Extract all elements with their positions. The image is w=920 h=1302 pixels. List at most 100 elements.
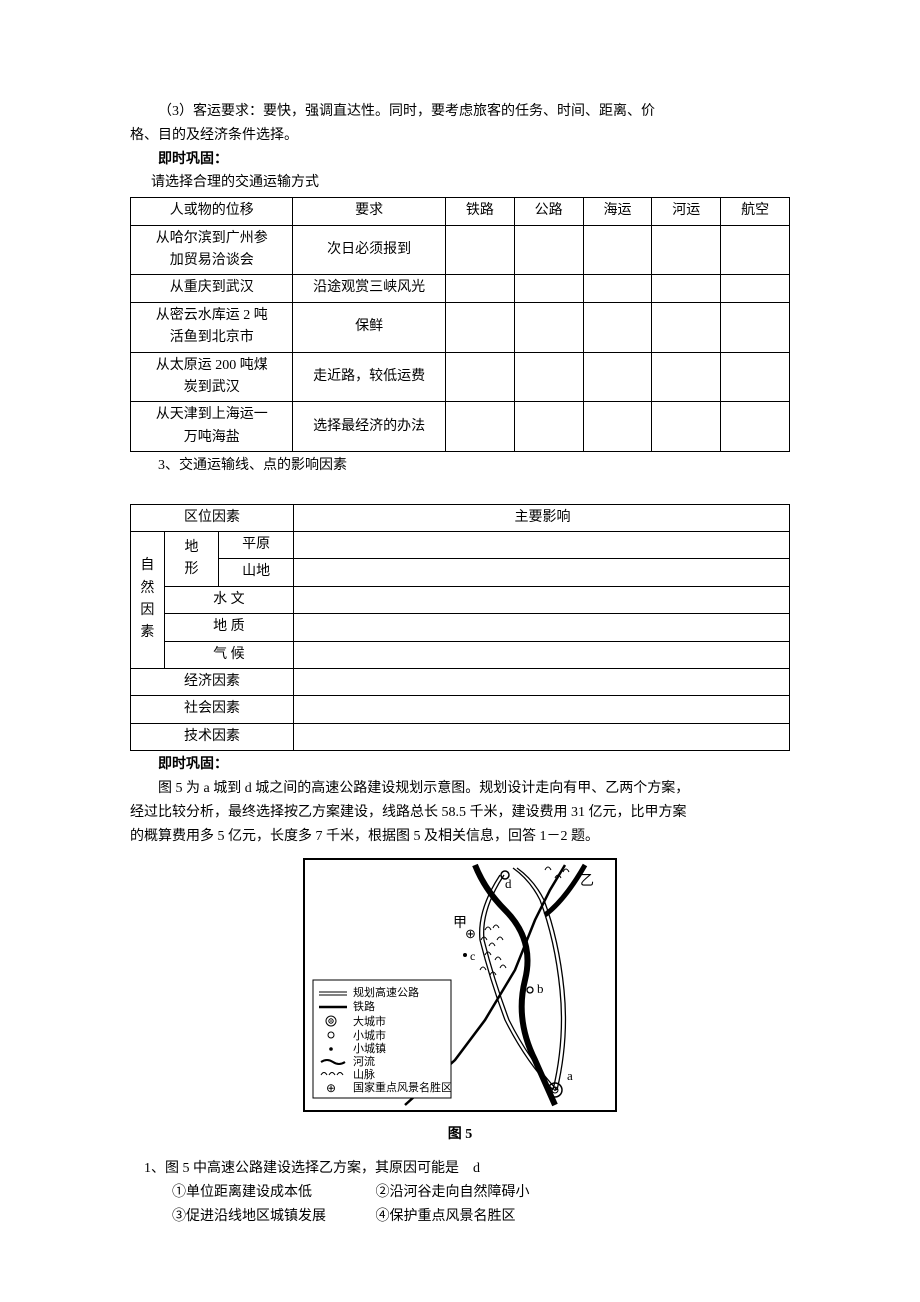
- town-c: [463, 953, 467, 957]
- cell: 经济因素: [131, 669, 294, 696]
- svg-text:小城镇: 小城镇: [353, 1041, 386, 1055]
- cell: 地 质: [164, 614, 293, 641]
- cell[interactable]: [294, 532, 790, 559]
- col-header: 铁路: [445, 198, 514, 225]
- cell[interactable]: [294, 669, 790, 696]
- table-row: 社会因素: [131, 696, 790, 723]
- col-header: 海运: [583, 198, 652, 225]
- cell[interactable]: [721, 352, 790, 402]
- cell: 次日必须报到: [293, 225, 446, 275]
- cell[interactable]: [294, 723, 790, 750]
- cell: 走近路，较低运费: [293, 352, 446, 402]
- cell[interactable]: [583, 275, 652, 302]
- cell: 技术因素: [131, 723, 294, 750]
- cell: 从重庆到武汉: [131, 275, 293, 302]
- svg-text:山脉: 山脉: [353, 1067, 375, 1081]
- cell[interactable]: [514, 402, 583, 452]
- table-row: 从太原运 200 吨煤炭到武汉 走近路，较低运费: [131, 352, 790, 402]
- scenario-line3: 的概算费用多 5 亿元，长度多 7 千米，根据图 5 及相关信息，回答 1－2 …: [130, 825, 790, 849]
- cell: 从太原运 200 吨煤炭到武汉: [131, 352, 293, 402]
- col-header: 人或物的位移: [131, 198, 293, 225]
- col-header: 主要影响: [294, 504, 790, 531]
- svg-text:小城市: 小城市: [353, 1028, 386, 1042]
- q1-opt4: ④保护重点风景名胜区: [376, 1205, 516, 1229]
- col-header: 公路: [514, 198, 583, 225]
- cell[interactable]: [294, 559, 790, 586]
- cell[interactable]: [445, 402, 514, 452]
- cell[interactable]: [583, 352, 652, 402]
- q1-opt2: ②沿河谷走向自然障碍小: [376, 1181, 530, 1205]
- cell[interactable]: [445, 352, 514, 402]
- cell[interactable]: [583, 402, 652, 452]
- cell: 保鲜: [293, 302, 446, 352]
- svg-text:⊕: ⊕: [326, 1081, 336, 1095]
- label-d: d: [505, 876, 512, 891]
- q1-options-row2: ③促进沿线地区城镇发展 ④保护重点风景名胜区: [130, 1205, 790, 1229]
- q1-options-row1: ①单位距离建设成本低 ②沿河谷走向自然障碍小: [130, 1181, 790, 1205]
- figure-caption: 图 5: [130, 1123, 790, 1147]
- cell[interactable]: [652, 352, 721, 402]
- cell: 从哈尔滨到广州参加贸易洽谈会: [131, 225, 293, 275]
- cell[interactable]: [445, 275, 514, 302]
- cell[interactable]: [445, 225, 514, 275]
- cell[interactable]: [652, 225, 721, 275]
- cell[interactable]: [721, 302, 790, 352]
- q1-stem-line: 1、图 5 中高速公路建设选择乙方案，其原因可能是 d: [130, 1157, 790, 1181]
- svg-text:规划高速公路: 规划高速公路: [353, 985, 419, 999]
- svg-text:铁路: 铁路: [353, 1000, 375, 1013]
- figure-5: ⊕ 甲 乙 a b c d 规划高速公路 铁路 大城市 小城市 小城镇 河流 山…: [130, 858, 790, 1147]
- cell[interactable]: [721, 402, 790, 452]
- cell[interactable]: [514, 302, 583, 352]
- cell[interactable]: [583, 302, 652, 352]
- planned-highway-jia: [480, 875, 557, 1090]
- cell[interactable]: [514, 352, 583, 402]
- consolidate-heading-1: 即时巩固：: [130, 148, 790, 172]
- svg-text:河流: 河流: [353, 1054, 375, 1068]
- cell[interactable]: [583, 225, 652, 275]
- svg-text:大城市: 大城市: [353, 1014, 386, 1028]
- table-row: 人或物的位移 要求 铁路 公路 海运 河运 航空: [131, 198, 790, 225]
- table-row: 地 质: [131, 614, 790, 641]
- q1-stem: 1、图 5 中高速公路建设选择乙方案，其原因可能是: [144, 1161, 459, 1176]
- col-header: 区位因素: [131, 504, 294, 531]
- cell[interactable]: [721, 225, 790, 275]
- table-row: 经济因素: [131, 669, 790, 696]
- table-row: 从哈尔滨到广州参加贸易洽谈会 次日必须报到: [131, 225, 790, 275]
- cell[interactable]: [721, 275, 790, 302]
- col-header: 要求: [293, 198, 446, 225]
- scenario-line2: 经过比较分析，最终选择按乙方案建设，线路总长 58.5 千米，建设费用 31 亿…: [130, 801, 790, 825]
- intro-line2: 格、目的及经济条件选择。: [130, 124, 790, 148]
- col-header: 航空: [721, 198, 790, 225]
- cell: 选择最经济的办法: [293, 402, 446, 452]
- cell: 沿途观赏三峡风光: [293, 275, 446, 302]
- cell[interactable]: [652, 302, 721, 352]
- table-row: 技术因素: [131, 723, 790, 750]
- table-row: 区位因素 主要影响: [131, 504, 790, 531]
- table-row: 从天津到上海运一万吨海盐 选择最经济的办法: [131, 402, 790, 452]
- table-row: 山地: [131, 559, 790, 586]
- svg-text:国家重点风景名胜区: 国家重点风景名胜区: [353, 1080, 452, 1094]
- table1-prompt: 请选择合理的交通运输方式: [130, 171, 790, 195]
- scenario-line1: 图 5 为 a 城到 d 城之间的高速公路建设规划示意图。规划设计走向有甲、乙两…: [130, 777, 790, 801]
- cell: 社会因素: [131, 696, 294, 723]
- cell: 水 文: [164, 586, 293, 613]
- cell[interactable]: [294, 586, 790, 613]
- cell[interactable]: [294, 614, 790, 641]
- q1-opt3: ③促进沿线地区城镇发展: [172, 1205, 372, 1229]
- label-b: b: [537, 981, 544, 996]
- table-row: 水 文: [131, 586, 790, 613]
- cell: 平原: [219, 532, 294, 559]
- transport-mode-table: 人或物的位移 要求 铁路 公路 海运 河运 航空 从哈尔滨到广州参加贸易洽谈会 …: [130, 197, 790, 452]
- cell[interactable]: [294, 641, 790, 668]
- cell[interactable]: [514, 275, 583, 302]
- section3-heading: 3、交通运输线、点的影响因素: [130, 454, 790, 478]
- cell[interactable]: [514, 225, 583, 275]
- label-yi: 乙: [580, 873, 594, 889]
- cell[interactable]: [652, 275, 721, 302]
- cell[interactable]: [294, 696, 790, 723]
- cell[interactable]: [445, 302, 514, 352]
- label-a: a: [567, 1068, 573, 1083]
- cell[interactable]: [652, 402, 721, 452]
- consolidate-heading-2: 即时巩固：: [130, 753, 790, 777]
- table-row: 气 候: [131, 641, 790, 668]
